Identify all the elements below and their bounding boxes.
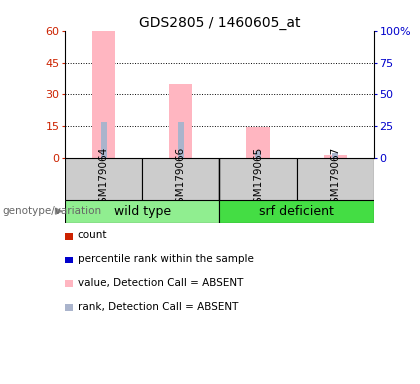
Text: rank, Detection Call = ABSENT: rank, Detection Call = ABSENT [78, 302, 238, 312]
Bar [169, 84, 192, 158]
Bar [65, 200, 220, 223]
Bar [142, 158, 220, 200]
Bar [333, 156, 338, 158]
Bar [92, 31, 115, 158]
Text: GSM179065: GSM179065 [253, 147, 263, 210]
Title: GDS2805 / 1460605_at: GDS2805 / 1460605_at [139, 16, 300, 30]
Text: genotype/variation: genotype/variation [2, 206, 101, 216]
Bar [255, 151, 261, 158]
Text: value, Detection Call = ABSENT: value, Detection Call = ABSENT [78, 278, 243, 288]
Bar [178, 122, 184, 158]
Bar [220, 200, 374, 223]
Bar [256, 156, 260, 158]
Text: srf deficient: srf deficient [259, 205, 334, 218]
Bar [247, 127, 270, 158]
Bar [178, 156, 183, 158]
Text: percentile rank within the sample: percentile rank within the sample [78, 254, 254, 264]
Bar [297, 158, 374, 200]
Text: GSM179064: GSM179064 [99, 147, 109, 210]
Bar [332, 153, 338, 158]
Bar [324, 155, 347, 158]
Bar [65, 158, 142, 200]
Text: GSM179067: GSM179067 [330, 147, 340, 210]
Bar [101, 122, 107, 158]
Bar [220, 158, 297, 200]
Text: GSM179066: GSM179066 [176, 147, 186, 210]
Text: wild type: wild type [114, 205, 171, 218]
Text: count: count [78, 230, 107, 240]
Bar [101, 156, 106, 158]
